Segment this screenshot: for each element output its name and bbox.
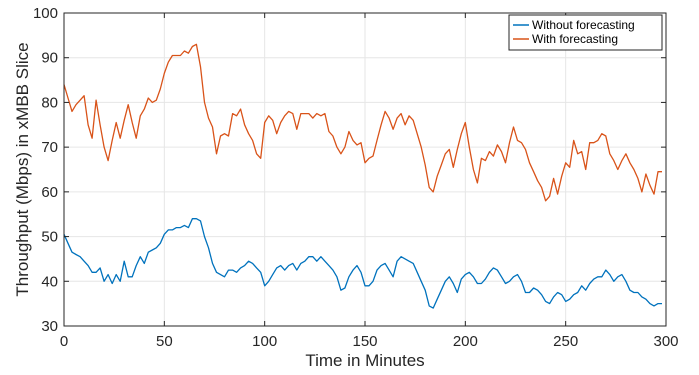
y-tick-label: 30 xyxy=(41,318,58,335)
x-tick-label: 0 xyxy=(60,333,68,350)
x-tick-label: 200 xyxy=(453,333,478,350)
x-tick-label: 150 xyxy=(352,333,377,350)
y-tick-label: 40 xyxy=(41,273,58,290)
x-axis-ticks: 0 50 100 150 200 250 300 xyxy=(60,13,679,350)
y-tick-label: 50 xyxy=(41,229,58,246)
y-tick-label: 70 xyxy=(41,139,58,156)
legend-label: Without forecasting xyxy=(532,18,635,32)
x-tick-label: 100 xyxy=(252,333,277,350)
x-tick-label: 300 xyxy=(653,333,678,350)
grid-lines xyxy=(63,12,667,327)
legend-label: With forecasting xyxy=(532,32,618,46)
y-tick-label: 80 xyxy=(41,94,58,111)
y-axis-ticks: 30 40 50 60 70 80 90 100 xyxy=(33,5,666,335)
y-tick-label: 60 xyxy=(41,184,58,201)
y-axis-label: Throughput (Mbps) in xMBB Slice xyxy=(13,42,32,296)
y-tick-label: 90 xyxy=(41,50,58,67)
legend-box xyxy=(508,14,663,51)
series-group xyxy=(63,43,662,309)
x-tick-label: 250 xyxy=(553,333,578,350)
x-axis-label: Time in Minutes xyxy=(305,351,424,370)
series-line-1 xyxy=(63,218,662,309)
x-tick-label: 50 xyxy=(156,333,173,350)
series-line-2 xyxy=(63,43,662,202)
y-tick-label: 100 xyxy=(33,5,58,22)
